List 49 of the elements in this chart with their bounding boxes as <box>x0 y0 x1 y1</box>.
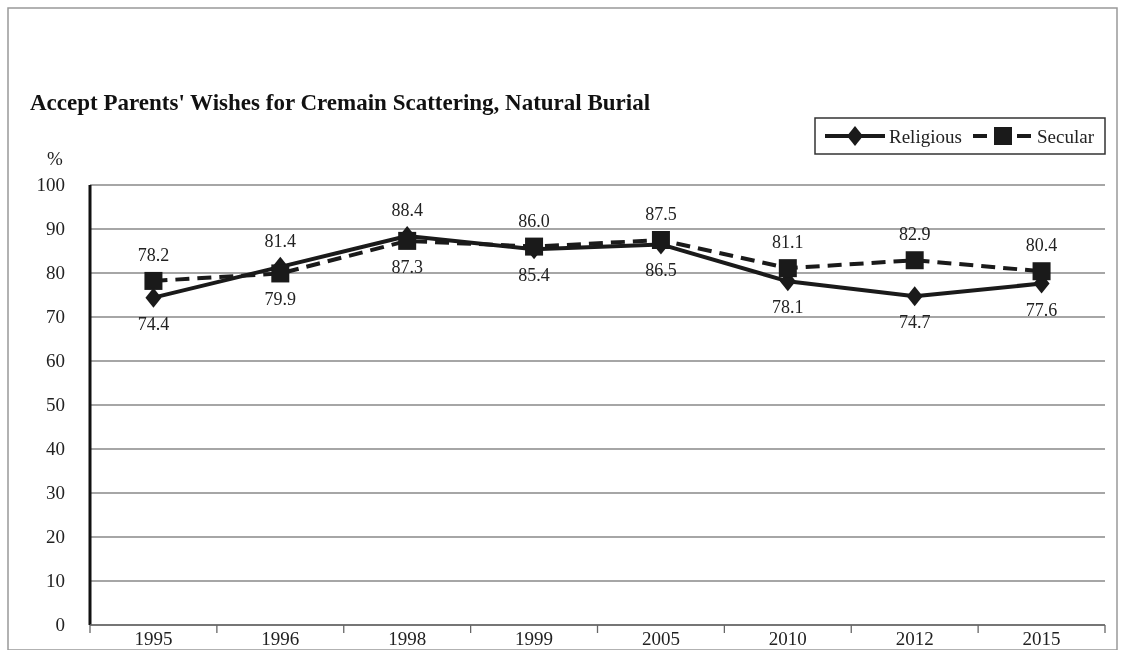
y-tick-label: 40 <box>46 438 65 459</box>
data-label: 78.1 <box>772 297 804 318</box>
data-label: 85.4 <box>518 265 550 286</box>
y-tick-label: 100 <box>36 174 65 195</box>
y-tick-label: 0 <box>55 614 65 635</box>
point <box>145 287 162 308</box>
data-label: 79.9 <box>264 289 297 310</box>
data-label: 78.2 <box>137 244 170 265</box>
y-tick-label: 50 <box>46 394 65 415</box>
data-label: 87.5 <box>645 204 677 224</box>
point <box>905 251 924 270</box>
y-tick-label: 30 <box>46 482 65 503</box>
data-label: 80.4 <box>1025 235 1058 256</box>
x-tick-label: 2015 <box>1022 628 1061 649</box>
point <box>1032 262 1051 281</box>
data-label: 81.4 <box>264 230 297 251</box>
y-tick-label: 80 <box>46 262 65 283</box>
data-label: 86.0 <box>518 210 550 231</box>
data-label: 86.5 <box>645 260 677 281</box>
data-label: 74.7 <box>898 312 931 333</box>
x-tick-label: 1995 <box>134 628 173 649</box>
x-tick-label: 1996 <box>261 628 300 649</box>
y-axis-title: % <box>47 148 64 169</box>
x-tick-label: 1999 <box>515 628 554 649</box>
point <box>144 271 163 290</box>
y-tick-label: 70 <box>46 306 65 327</box>
x-tick-label: 2010 <box>768 628 807 649</box>
point <box>906 286 923 307</box>
point <box>398 231 417 250</box>
x-tick-label: 2012 <box>895 628 934 649</box>
x-tick-label: 2005 <box>641 628 680 649</box>
y-tick-label: 20 <box>46 526 65 547</box>
x-tick-label: 1998 <box>388 628 427 649</box>
legend-label: Religious <box>889 126 962 147</box>
y-tick-label: 10 <box>46 570 65 591</box>
point <box>651 231 670 249</box>
point <box>778 259 797 278</box>
data-label: 77.6 <box>1025 299 1058 320</box>
data-label: 81.1 <box>772 232 804 253</box>
data-label: 74.4 <box>137 313 170 334</box>
y-tick-label: 90 <box>46 218 65 239</box>
point <box>525 237 544 256</box>
legend-label: Secular <box>1037 126 1095 147</box>
data-label: 87.3 <box>391 256 423 277</box>
data-label: 88.4 <box>391 200 423 221</box>
point <box>271 264 290 283</box>
y-tick-label: 60 <box>46 350 65 371</box>
data-label: 82.9 <box>898 224 931 245</box>
chart-title: Accept Parents' Wishes for Cremain Scattering, Natural Burial <box>30 90 651 115</box>
